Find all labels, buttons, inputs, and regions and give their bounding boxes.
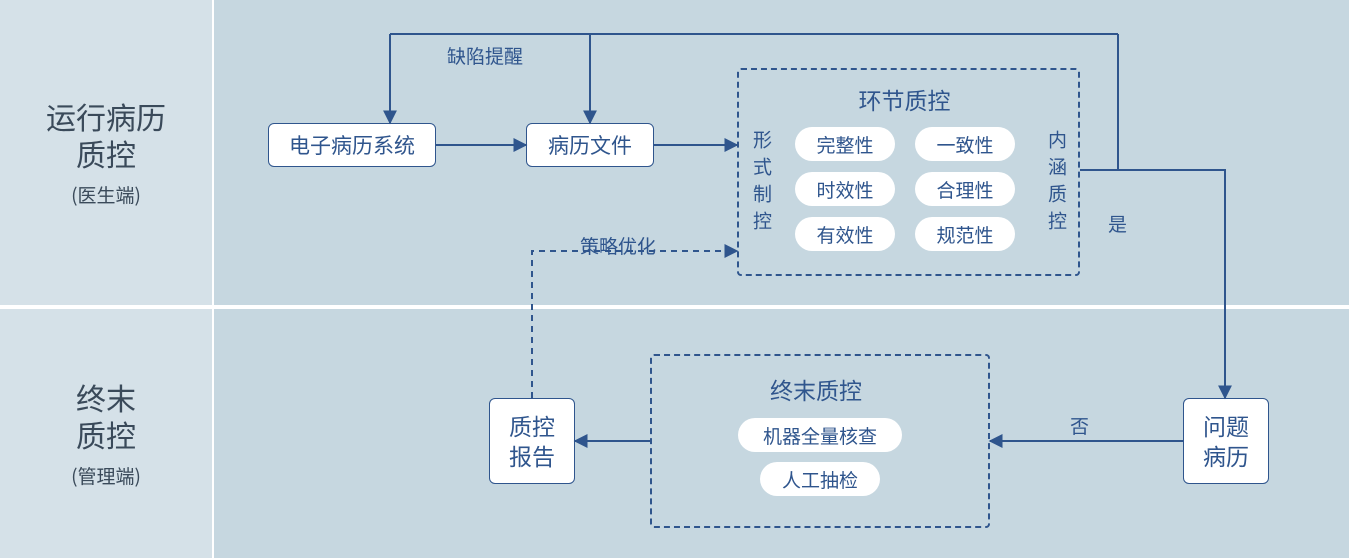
- link-pill-2: 时效性: [795, 172, 895, 206]
- group-link-left-label: 形式制控: [749, 130, 776, 238]
- edge-label-feedback_top: 缺陷提醒: [447, 42, 523, 69]
- edge-label-yes: 是: [1108, 210, 1127, 237]
- node-emr-label: 电子病历系统: [289, 130, 415, 160]
- edge-label-opt: 策略优化: [580, 232, 656, 259]
- left-title-top: 运行病历 质控: [46, 98, 166, 173]
- left-sub-top: (医生端): [71, 181, 141, 208]
- link-pill-0: 完整性: [795, 127, 895, 161]
- link-pill-5: 规范性: [915, 217, 1015, 251]
- left-col-bottom: 终末 质控 (管理端): [0, 309, 214, 558]
- group-link-title: 环节质控: [859, 82, 951, 116]
- section-top: 运行病历 质控 (医生端): [0, 0, 1349, 305]
- final-pill-1: 人工抽检: [760, 462, 880, 496]
- node-problem: 问题病历: [1183, 398, 1269, 484]
- left-col-top: 运行病历 质控 (医生端): [0, 0, 214, 305]
- link-pill-4: 有效性: [795, 217, 895, 251]
- left-sub-bottom: (管理端): [71, 462, 141, 489]
- diagram-root: 运行病历 质控 (医生端) 终末 质控 (管理端) 电子病历系统 病历文件 质控…: [0, 0, 1349, 558]
- group-link-right-label: 内涵质控: [1044, 130, 1071, 238]
- group-final-title: 终末质控: [770, 372, 862, 406]
- node-emr: 电子病历系统: [268, 123, 436, 167]
- section-divider: [0, 305, 1349, 309]
- final-pill-0: 机器全量核查: [738, 418, 902, 452]
- node-file-label: 病历文件: [548, 130, 632, 160]
- link-pill-3: 合理性: [915, 172, 1015, 206]
- node-report: 质控报告: [489, 398, 575, 484]
- edge-label-no: 否: [1070, 412, 1089, 439]
- left-title-bottom: 终末 质控: [76, 379, 136, 454]
- node-file: 病历文件: [526, 123, 654, 167]
- link-pill-1: 一致性: [915, 127, 1015, 161]
